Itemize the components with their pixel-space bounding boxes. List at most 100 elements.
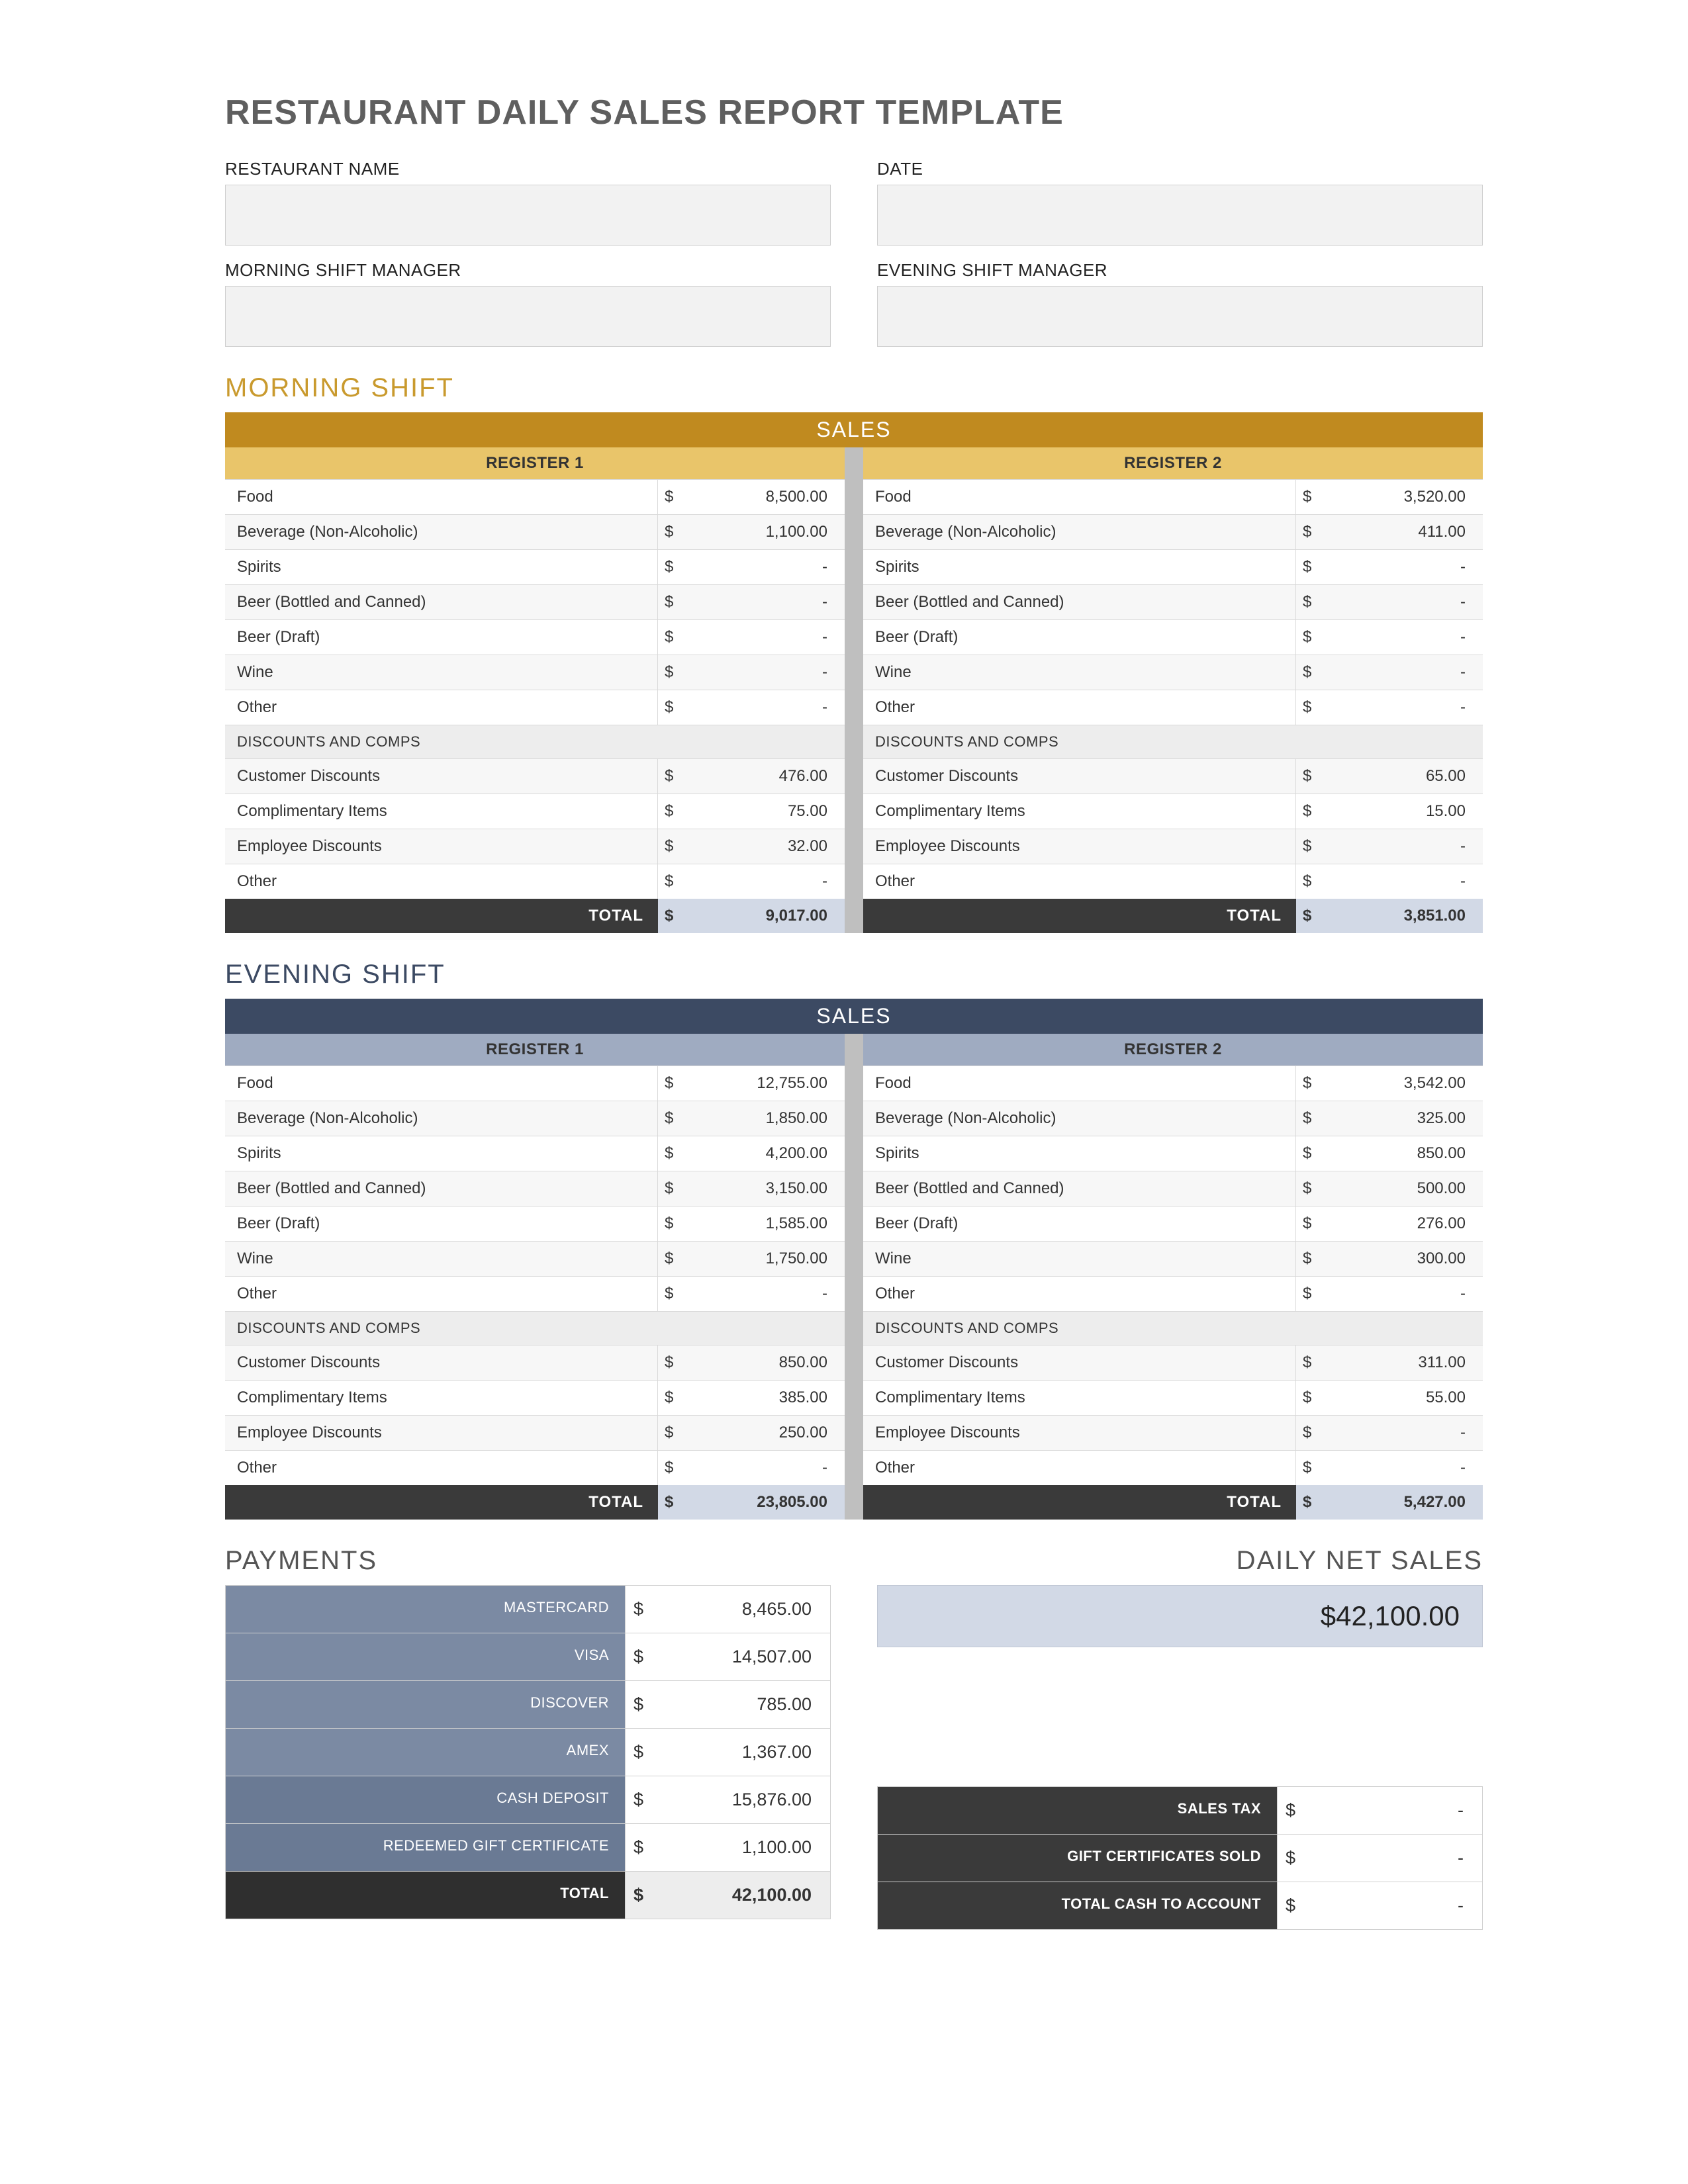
tax-label: GIFT CERTIFICATES SOLD (878, 1835, 1277, 1882)
sales-value: - (1331, 550, 1483, 584)
currency-symbol: $ (625, 1633, 665, 1680)
discount-row: Other $ - (863, 864, 1483, 899)
sales-category-label: Wine (225, 1242, 658, 1276)
currency-symbol: $ (625, 1729, 665, 1776)
currency-symbol: $ (1296, 515, 1331, 549)
payment-label: DISCOVER (226, 1681, 625, 1728)
register-total-value: 3,851.00 (1331, 899, 1483, 933)
currency-symbol: $ (1296, 1345, 1331, 1380)
currency-symbol: $ (1296, 1416, 1331, 1450)
currency-symbol: $ (658, 1242, 692, 1276)
sales-row: Beer (Bottled and Canned) $ - (863, 584, 1483, 619)
currency-symbol: $ (658, 1066, 692, 1101)
discount-row: Complimentary Items $ 385.00 (225, 1380, 845, 1415)
currency-symbol: $ (1296, 864, 1331, 899)
currency-symbol: $ (625, 1824, 665, 1871)
discount-category-label: Customer Discounts (863, 759, 1296, 794)
discount-value: - (1331, 864, 1483, 899)
discounts-subheader: DISCOUNTS AND COMPS (225, 725, 845, 758)
currency-symbol: $ (625, 1872, 665, 1919)
currency-symbol: $ (1296, 829, 1331, 864)
discount-row: Employee Discounts $ 250.00 (225, 1415, 845, 1450)
currency-symbol: $ (1296, 1066, 1331, 1101)
currency-symbol: $ (658, 690, 692, 725)
morning-manager-label: MORNING SHIFT MANAGER (225, 260, 831, 281)
currency-symbol: $ (1296, 620, 1331, 655)
discount-row: Customer Discounts $ 311.00 (863, 1345, 1483, 1380)
payment-row: DISCOVER $ 785.00 (225, 1681, 831, 1729)
discount-row: Customer Discounts $ 476.00 (225, 758, 845, 794)
sales-category-label: Beverage (Non-Alcoholic) (863, 515, 1296, 549)
discount-value: 55.00 (1331, 1381, 1483, 1415)
discount-row: Other $ - (225, 1450, 845, 1485)
sales-row: Beer (Bottled and Canned) $ 3,150.00 (225, 1171, 845, 1206)
sales-category-label: Beer (Draft) (863, 620, 1296, 655)
restaurant-name-input[interactable] (225, 185, 831, 246)
payment-value: 1,100.00 (665, 1824, 830, 1871)
discount-category-label: Employee Discounts (225, 829, 658, 864)
currency-symbol: $ (1277, 1882, 1317, 1929)
discounts-subheader: DISCOUNTS AND COMPS (863, 1311, 1483, 1345)
sales-category-label: Beverage (Non-Alcoholic) (225, 1101, 658, 1136)
currency-symbol: $ (1296, 1136, 1331, 1171)
sales-value: - (1331, 585, 1483, 619)
sales-category-label: Beer (Draft) (225, 1206, 658, 1241)
sales-value: - (1331, 690, 1483, 725)
sales-category-label: Beverage (Non-Alcoholic) (863, 1101, 1296, 1136)
currency-symbol: $ (625, 1586, 665, 1633)
register-header: REGISTER 2 (863, 1034, 1483, 1066)
sales-row: Other $ - (863, 690, 1483, 725)
discount-row: Employee Discounts $ 32.00 (225, 829, 845, 864)
discount-category-label: Customer Discounts (863, 1345, 1296, 1380)
sales-value: 1,850.00 (692, 1101, 845, 1136)
payment-value: 8,465.00 (665, 1586, 830, 1633)
page-title: RESTAURANT DAILY SALES REPORT TEMPLATE (225, 93, 1483, 132)
register-total-row: TOTAL $ 23,805.00 (225, 1485, 845, 1520)
tax-label: TOTAL CASH TO ACCOUNT (878, 1882, 1277, 1929)
register-header: REGISTER 2 (863, 447, 1483, 479)
sales-value: - (1331, 1277, 1483, 1311)
currency-symbol: $ (658, 1171, 692, 1206)
register-header: REGISTER 1 (225, 447, 845, 479)
sales-row: Wine $ 300.00 (863, 1241, 1483, 1276)
sales-value: 3,542.00 (1331, 1066, 1483, 1101)
morning-shift-heading: MORNING SHIFT (225, 373, 1483, 403)
daily-net-sales-value: $42,100.00 (877, 1585, 1483, 1647)
sales-value: 500.00 (1331, 1171, 1483, 1206)
sales-category-label: Food (225, 480, 658, 514)
discount-category-label: Employee Discounts (225, 1416, 658, 1450)
total-label: TOTAL (863, 1485, 1296, 1520)
discount-value: 32.00 (692, 829, 845, 864)
discount-row: Other $ - (225, 864, 845, 899)
currency-symbol: $ (658, 620, 692, 655)
sales-value: 1,585.00 (692, 1206, 845, 1241)
currency-symbol: $ (658, 1381, 692, 1415)
payment-label: VISA (226, 1633, 625, 1680)
discount-value: 65.00 (1331, 759, 1483, 794)
currency-symbol: $ (1296, 1101, 1331, 1136)
tax-value: - (1317, 1835, 1482, 1882)
sales-banner: SALES (225, 412, 1483, 447)
currency-symbol: $ (1296, 759, 1331, 794)
evening-manager-label: EVENING SHIFT MANAGER (877, 260, 1483, 281)
discounts-subheader: DISCOUNTS AND COMPS (863, 725, 1483, 758)
sales-row: Wine $ - (225, 655, 845, 690)
date-input[interactable] (877, 185, 1483, 246)
sales-row: Beer (Draft) $ 276.00 (863, 1206, 1483, 1241)
sales-category-label: Beer (Bottled and Canned) (863, 585, 1296, 619)
sales-row: Beverage (Non-Alcoholic) $ 411.00 (863, 514, 1483, 549)
sales-banner: SALES (225, 999, 1483, 1034)
discount-row: Other $ - (863, 1450, 1483, 1485)
discount-category-label: Employee Discounts (863, 829, 1296, 864)
discount-value: - (692, 1451, 845, 1485)
sales-row: Spirits $ - (863, 549, 1483, 584)
discount-row: Complimentary Items $ 15.00 (863, 794, 1483, 829)
evening-manager-input[interactable] (877, 286, 1483, 347)
sales-row: Spirits $ 850.00 (863, 1136, 1483, 1171)
sales-value: - (1331, 620, 1483, 655)
currency-symbol: $ (1296, 690, 1331, 725)
morning-shift-table: SALESREGISTER 1 Food $ 8,500.00 Beverage… (225, 412, 1483, 933)
morning-manager-input[interactable] (225, 286, 831, 347)
sales-category-label: Wine (863, 655, 1296, 690)
sales-value: - (692, 620, 845, 655)
